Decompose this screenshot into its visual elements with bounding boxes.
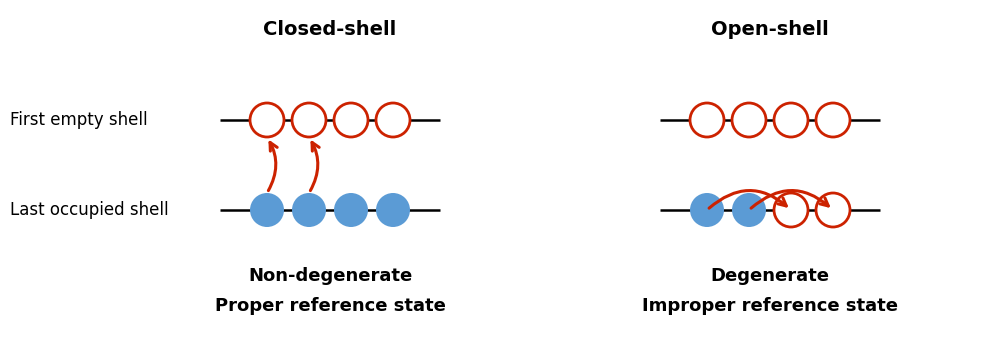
- Circle shape: [816, 193, 850, 227]
- Text: Non-degenerate: Non-degenerate: [248, 267, 412, 285]
- Text: Closed-shell: Closed-shell: [263, 20, 397, 39]
- Text: Proper reference state: Proper reference state: [215, 297, 445, 315]
- Circle shape: [250, 193, 284, 227]
- Circle shape: [774, 103, 808, 137]
- Circle shape: [376, 103, 410, 137]
- Circle shape: [250, 103, 284, 137]
- Circle shape: [334, 103, 368, 137]
- Circle shape: [334, 193, 368, 227]
- Circle shape: [774, 193, 808, 227]
- Text: Last occupied shell: Last occupied shell: [10, 201, 169, 219]
- Circle shape: [376, 193, 410, 227]
- Circle shape: [816, 103, 850, 137]
- Text: Degenerate: Degenerate: [710, 267, 830, 285]
- Text: Open-shell: Open-shell: [711, 20, 829, 39]
- Circle shape: [690, 193, 724, 227]
- Circle shape: [732, 103, 766, 137]
- Text: First empty shell: First empty shell: [10, 111, 148, 129]
- Text: Improper reference state: Improper reference state: [642, 297, 898, 315]
- Circle shape: [690, 103, 724, 137]
- Circle shape: [732, 193, 766, 227]
- Circle shape: [292, 193, 326, 227]
- Circle shape: [292, 103, 326, 137]
